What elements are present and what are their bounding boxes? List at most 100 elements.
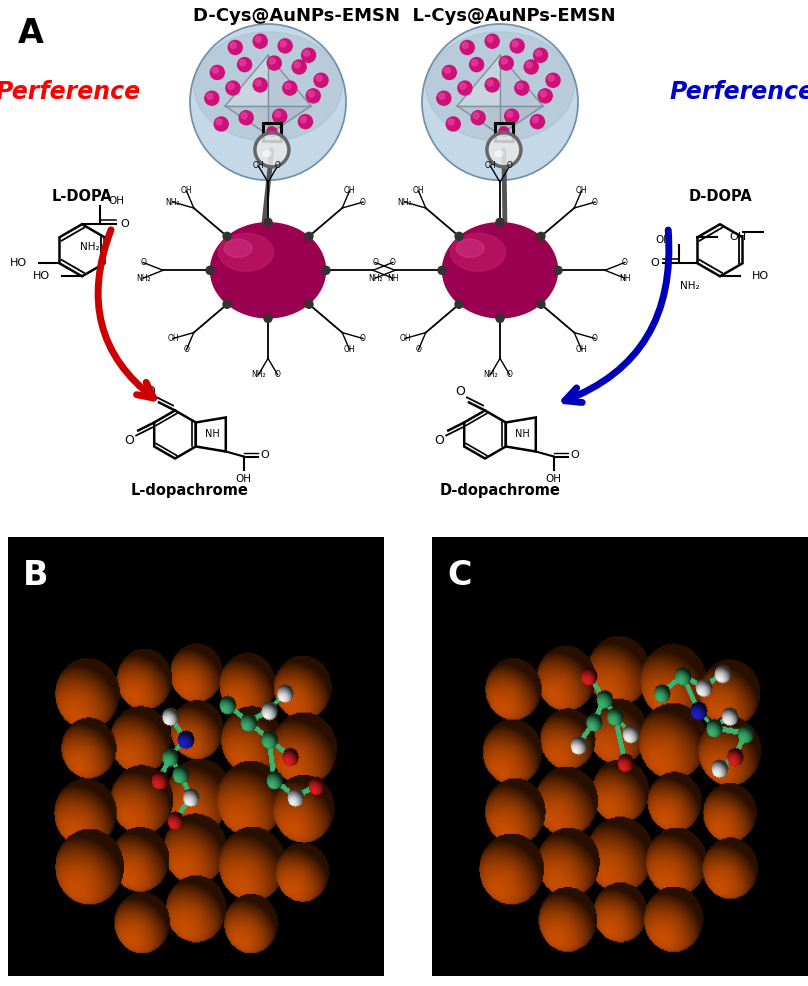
Text: OH: OH bbox=[575, 345, 587, 354]
Circle shape bbox=[301, 48, 316, 62]
Text: O: O bbox=[507, 370, 512, 380]
Circle shape bbox=[537, 233, 545, 241]
Circle shape bbox=[442, 65, 457, 80]
Circle shape bbox=[487, 36, 493, 42]
Text: D-dopachrome: D-dopachrome bbox=[440, 482, 561, 498]
Text: O: O bbox=[415, 345, 422, 354]
Circle shape bbox=[205, 91, 219, 106]
Circle shape bbox=[517, 83, 523, 89]
Circle shape bbox=[214, 117, 228, 131]
Circle shape bbox=[510, 38, 524, 53]
Text: O: O bbox=[592, 334, 598, 343]
Ellipse shape bbox=[443, 223, 558, 317]
Circle shape bbox=[280, 40, 286, 47]
Circle shape bbox=[283, 81, 297, 95]
Text: O: O bbox=[622, 258, 628, 267]
Text: NH₂: NH₂ bbox=[136, 274, 150, 283]
Text: O: O bbox=[360, 197, 366, 207]
Text: B: B bbox=[23, 559, 48, 593]
Text: O: O bbox=[507, 162, 512, 171]
Circle shape bbox=[253, 35, 267, 48]
Circle shape bbox=[264, 218, 272, 226]
Text: OH: OH bbox=[253, 162, 264, 171]
Circle shape bbox=[554, 266, 562, 274]
Circle shape bbox=[505, 109, 519, 123]
Circle shape bbox=[278, 38, 292, 53]
Text: Perference: Perference bbox=[670, 80, 808, 105]
Ellipse shape bbox=[456, 240, 484, 257]
Text: OH: OH bbox=[108, 196, 124, 206]
Circle shape bbox=[537, 301, 545, 309]
Circle shape bbox=[223, 233, 231, 241]
Text: HO: HO bbox=[752, 271, 769, 281]
Text: O: O bbox=[141, 258, 146, 267]
Circle shape bbox=[515, 81, 529, 95]
Circle shape bbox=[461, 40, 474, 54]
Text: NH: NH bbox=[619, 274, 630, 283]
Circle shape bbox=[499, 56, 513, 70]
Text: OH: OH bbox=[413, 186, 424, 195]
Circle shape bbox=[223, 301, 231, 309]
Polygon shape bbox=[457, 106, 543, 135]
Circle shape bbox=[294, 62, 301, 68]
Text: NH: NH bbox=[205, 430, 220, 440]
Circle shape bbox=[487, 80, 493, 86]
Circle shape bbox=[267, 56, 281, 70]
Circle shape bbox=[496, 315, 504, 322]
Ellipse shape bbox=[211, 223, 326, 317]
Text: OH: OH bbox=[167, 334, 179, 343]
Circle shape bbox=[541, 91, 546, 97]
Text: O: O bbox=[183, 345, 189, 354]
Text: O: O bbox=[372, 258, 378, 267]
Text: OH: OH bbox=[236, 473, 252, 483]
Circle shape bbox=[462, 42, 469, 48]
Circle shape bbox=[533, 48, 548, 62]
Circle shape bbox=[496, 218, 504, 226]
Text: O: O bbox=[570, 450, 579, 459]
Text: NH₂: NH₂ bbox=[398, 197, 412, 207]
Text: O: O bbox=[435, 435, 444, 448]
Circle shape bbox=[512, 40, 518, 47]
Text: NH₂: NH₂ bbox=[368, 274, 382, 283]
Text: NH₂: NH₂ bbox=[483, 370, 498, 380]
Text: HO: HO bbox=[33, 271, 50, 281]
Text: NH₂: NH₂ bbox=[166, 197, 180, 207]
Circle shape bbox=[228, 40, 242, 54]
Circle shape bbox=[548, 75, 554, 81]
Circle shape bbox=[536, 50, 541, 56]
Circle shape bbox=[206, 266, 214, 274]
Circle shape bbox=[538, 89, 552, 103]
Text: OH: OH bbox=[181, 186, 192, 195]
Text: O: O bbox=[124, 435, 134, 448]
Text: OH: OH bbox=[655, 236, 671, 246]
Circle shape bbox=[472, 59, 478, 66]
Text: L-DOPA: L-DOPA bbox=[52, 189, 112, 204]
Circle shape bbox=[304, 50, 309, 56]
Circle shape bbox=[499, 127, 509, 137]
Circle shape bbox=[230, 42, 236, 48]
Text: NH₂: NH₂ bbox=[680, 281, 699, 291]
Circle shape bbox=[460, 83, 466, 89]
Circle shape bbox=[240, 59, 246, 66]
Circle shape bbox=[264, 315, 272, 322]
Text: D-Cys@AuNPs-EMSN  L-Cys@AuNPs-EMSN: D-Cys@AuNPs-EMSN L-Cys@AuNPs-EMSN bbox=[193, 7, 615, 25]
Text: NH: NH bbox=[387, 274, 398, 283]
Circle shape bbox=[190, 24, 346, 180]
Ellipse shape bbox=[218, 234, 273, 271]
Circle shape bbox=[473, 112, 479, 118]
Ellipse shape bbox=[224, 240, 252, 257]
Ellipse shape bbox=[426, 32, 574, 141]
Circle shape bbox=[455, 233, 463, 241]
Ellipse shape bbox=[263, 151, 271, 157]
Circle shape bbox=[438, 266, 446, 274]
Text: OH: OH bbox=[343, 345, 356, 354]
Circle shape bbox=[253, 78, 267, 92]
Circle shape bbox=[524, 60, 538, 74]
Circle shape bbox=[292, 60, 306, 74]
Circle shape bbox=[532, 116, 538, 122]
Text: O: O bbox=[360, 334, 366, 343]
Text: C: C bbox=[448, 559, 472, 593]
Circle shape bbox=[306, 89, 320, 103]
Circle shape bbox=[546, 73, 560, 87]
Text: NH₂: NH₂ bbox=[80, 243, 100, 252]
